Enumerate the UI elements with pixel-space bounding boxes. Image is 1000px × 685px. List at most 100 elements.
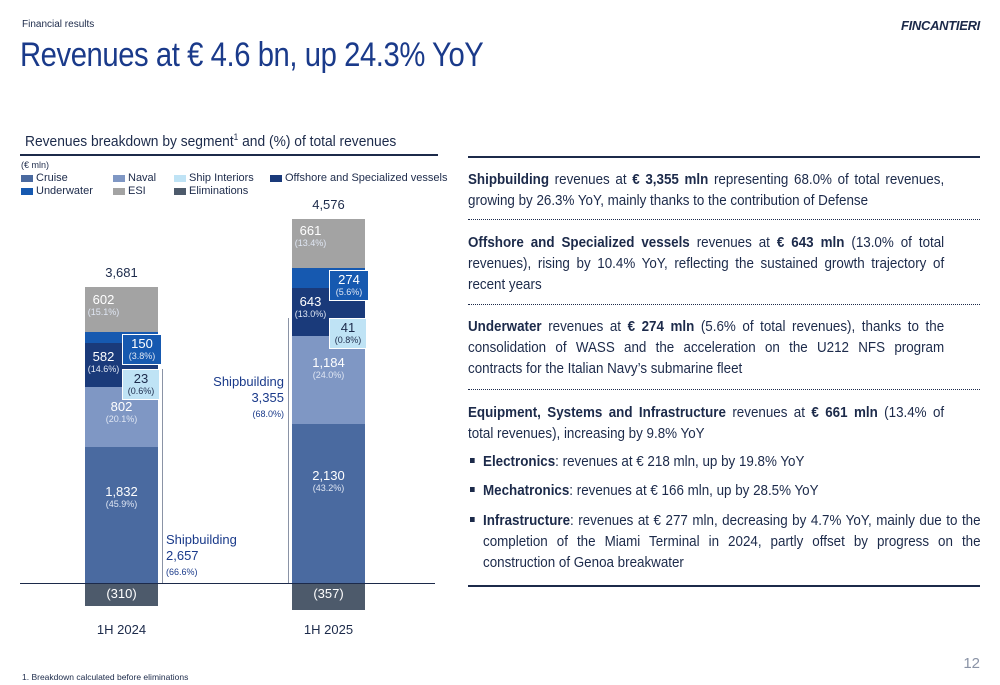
underwater-paragraph: Underwater revenues at € 274 mln (5.6% o…: [468, 317, 944, 380]
legend-swatch: [113, 174, 125, 182]
text-top-rule: [468, 156, 980, 158]
para-text: revenues at: [549, 172, 633, 188]
bullet-marker: [470, 486, 475, 492]
bullet-mechatronics: Mechatronics: revenues at € 166 mln, up …: [470, 481, 944, 502]
data-label-value: 602: [92, 291, 115, 307]
para-text: (5.6% of total revenues), thanks to the …: [468, 319, 945, 377]
data-label-pct: (13.0%): [294, 309, 327, 320]
para-bold: € 3,355 mln: [632, 172, 709, 188]
data-label-offshore-and-specialized-vessels: 582 (14.6%): [67, 348, 140, 375]
shipbuilding-title: Shipbuilding: [213, 374, 284, 389]
data-label-pct: (14.6%): [87, 363, 120, 374]
data-label-eliminations: (357): [313, 586, 344, 601]
shipbuilding-bracket: [162, 368, 163, 583]
para-text: (13.0% of total revenues), rising by 10.…: [468, 235, 945, 293]
data-label-value: 802: [110, 398, 133, 414]
data-label-pct: (45.9%): [105, 498, 138, 509]
para-text: representing 68.0% of total revenues, gr…: [468, 172, 945, 209]
chart-title-suffix: and (%) of total revenues: [238, 133, 397, 150]
data-label-pct: (5.6%): [335, 286, 363, 297]
data-label-pct: (3.8%): [128, 351, 156, 362]
shipbuilding-value: 3,355: [251, 390, 284, 405]
legend-label: Ship Interiors: [189, 172, 254, 184]
legend-item-eliminations: Eliminations: [174, 185, 248, 197]
legend-label: Eliminations: [189, 185, 249, 197]
bar-segment-esi: [85, 287, 158, 333]
data-label-value: 582: [92, 348, 115, 364]
legend-label: Naval: [128, 172, 157, 184]
bullet-infrastructure: Infrastructure: revenues at € 277 mln, d…: [470, 511, 981, 574]
legend-item-cruise: Cruise: [21, 172, 68, 184]
offshore-paragraph: Offshore and Specialized vessels revenue…: [468, 233, 944, 296]
data-label-value: 1,184: [312, 354, 345, 370]
divider: [468, 219, 980, 220]
data-label-pct: (43.2%): [312, 482, 345, 493]
legend-item-underwater: Underwater: [21, 185, 93, 197]
esi-paragraph: Equipment, Systems and Infrastructure re…: [468, 403, 944, 445]
section-label: Financial results: [22, 19, 95, 30]
bullet-text: : revenues at € 166 mln, up by 28.5% YoY: [569, 483, 819, 499]
bullet-bold: Mechatronics: [483, 483, 570, 499]
bar-segment-cruise: [292, 424, 365, 583]
data-label-cruise: 1,832 (45.9%): [85, 484, 158, 510]
bar-segment-underwater: [85, 332, 158, 344]
total-label: 4,576: [312, 196, 345, 212]
bar-segment-cruise: [85, 446, 158, 583]
shipbuilding-paragraph: Shipbuilding revenues at € 3,355 mln rep…: [468, 170, 944, 212]
fincantieri-logo: FINCANTIERI: [900, 18, 980, 33]
data-label-value: 643: [299, 294, 322, 310]
data-label-naval: 802 (20.1%): [85, 398, 158, 425]
page-number: 12: [963, 655, 980, 672]
legend-label: Cruise: [36, 172, 68, 184]
bullet-bold: Infrastructure: [483, 513, 571, 529]
para-bold: € 661 mln: [811, 405, 878, 421]
total-label: 3,681: [105, 265, 138, 281]
shipbuilding-pct: (68.0%): [252, 409, 284, 419]
legend-swatch: [270, 174, 282, 182]
zero-baseline: [20, 583, 435, 584]
x-axis-label: 1H 2024: [96, 622, 147, 637]
para-bold: Equipment, Systems and Infrastructure: [468, 405, 726, 421]
underwater-callout: 150 (3.8%): [122, 334, 162, 366]
shipbuilding-pct: (66.6%): [166, 567, 198, 577]
para-text: revenues at: [725, 405, 812, 421]
text-bottom-rule: [468, 585, 980, 587]
data-label-pct: (13.4%): [294, 238, 327, 249]
para-text: revenues at: [541, 319, 628, 335]
data-label-esi: 661 (13.4%): [274, 224, 347, 249]
data-label-pct: (24.0%): [312, 369, 345, 380]
data-label-value: 41: [340, 320, 356, 336]
para-bold: Shipbuilding: [468, 172, 550, 188]
chart-unit: (€ mln): [21, 160, 50, 170]
data-label-cruise: 2,130 (43.2%): [292, 468, 365, 494]
legend-swatch: [174, 187, 186, 195]
legend-item-esi: ESI: [113, 185, 146, 197]
shipbuilding-value: 2,657: [166, 548, 199, 563]
chart-title-footnote-ref: 1: [233, 132, 239, 142]
bullet-text: : revenues at € 218 mln, up by 19.8% YoY: [555, 454, 805, 470]
legend-item-ship-interiors: Ship Interiors: [174, 172, 254, 184]
bullet-marker: [470, 516, 475, 522]
data-label-pct: (0.8%): [334, 335, 362, 346]
data-label-pct: (0.6%): [127, 385, 155, 396]
data-label-offshore-and-specialized-vessels: 643 (13.0%): [274, 295, 347, 320]
legend-swatch: [21, 187, 33, 195]
data-label-naval: 1,184 (24.0%): [292, 354, 365, 381]
para-text: (13.4% of total revenues), increasing by…: [468, 405, 945, 442]
legend-label: Underwater: [36, 185, 93, 197]
legend-item-naval: Naval: [113, 172, 156, 184]
data-label-value: 150: [131, 336, 153, 352]
chart-title-rule: [20, 154, 438, 156]
ship-interiors-callout: 23 (0.6%): [122, 368, 160, 400]
underwater-callout: 274 (5.6%): [329, 269, 369, 301]
para-bold: Underwater: [468, 319, 542, 335]
shipbuilding-label: Shipbuilding 2,657 (66.6%): [166, 532, 237, 580]
shipbuilding-bracket: [288, 318, 289, 583]
revenue-stacked-bar-chart: 1,832 (45.9%) 802 (20.1%) 582 (14.6%) 602 (15.1…: [0, 0, 460, 685]
page-title: Revenues at € 4.6 bn, up 24.3% YoY: [20, 36, 484, 74]
shipbuilding-title: Shipbuilding: [166, 532, 237, 547]
bar-segment-naval: [292, 336, 365, 425]
legend-label: ESI: [128, 185, 146, 197]
para-bold: € 274 mln: [627, 319, 695, 335]
data-label-value: 661: [299, 223, 322, 239]
